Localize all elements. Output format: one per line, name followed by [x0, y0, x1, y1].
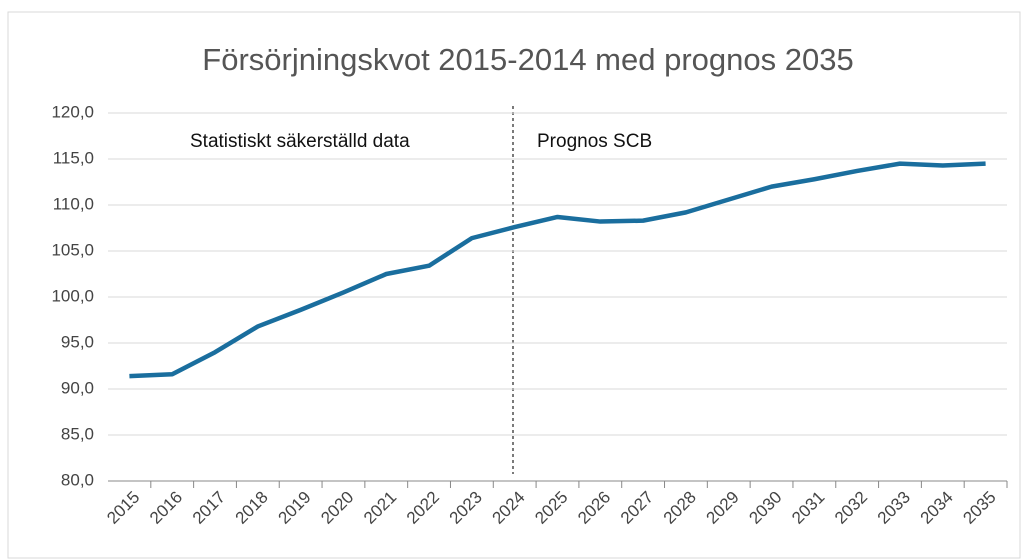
y-tick-label: 110,0 [53, 194, 94, 213]
y-tick-label: 120,0 [51, 102, 94, 121]
y-tick-label: 80,0 [61, 470, 94, 489]
annotation: Statistiskt säkerställd data [190, 131, 410, 152]
annotation: Prognos SCB [537, 131, 652, 152]
chart-frame [7, 11, 1021, 559]
chart-title: Försörjningskvot 2015-2014 med prognos 2… [202, 42, 853, 77]
y-tick-label: 95,0 [61, 332, 94, 351]
y-tick-label: 100,0 [51, 286, 94, 305]
y-tick-label: 85,0 [61, 424, 94, 443]
y-tick-label: 105,0 [51, 240, 94, 259]
y-tick-label: 90,0 [61, 378, 94, 397]
line [129, 161, 986, 379]
y-tick-label: 115,0 [53, 148, 94, 167]
